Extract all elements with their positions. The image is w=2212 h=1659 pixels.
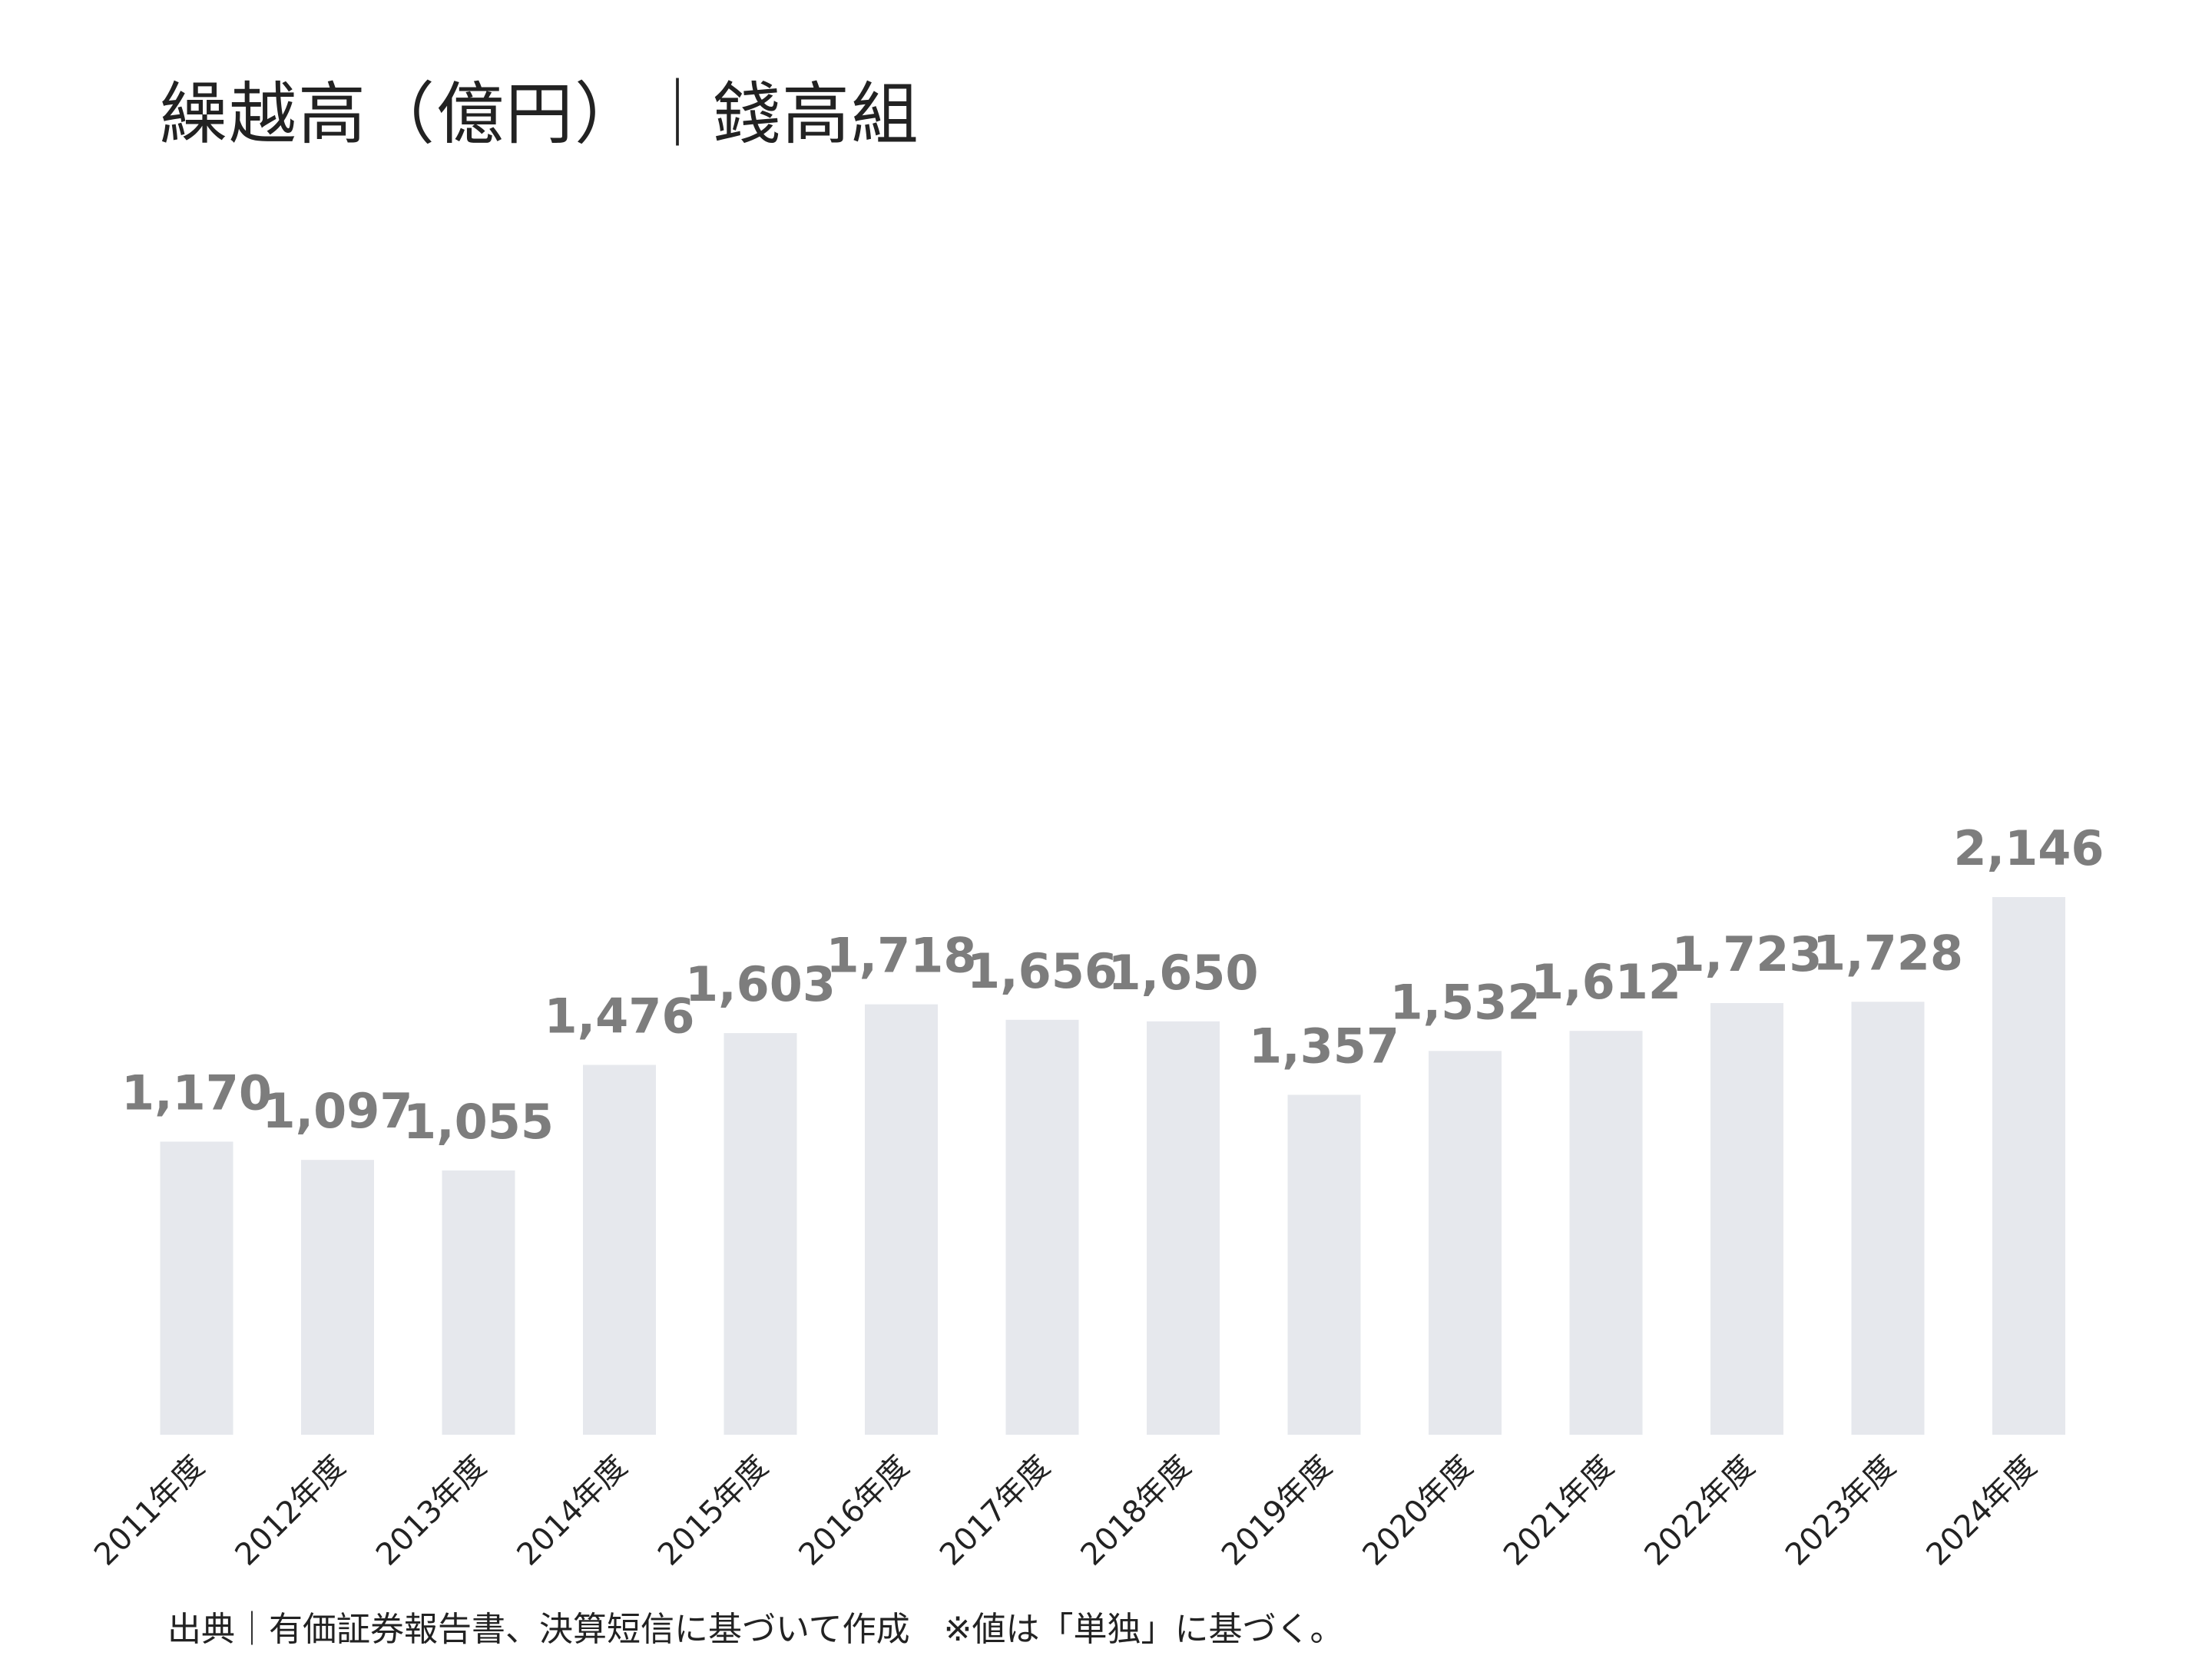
value-label: 1,656 <box>967 943 1118 999</box>
bar-2018年度 <box>1147 1021 1220 1435</box>
bar-2017年度 <box>1005 1019 1079 1435</box>
x-tick-label: 2021年度 <box>1497 1449 1621 1573</box>
x-tick-label: 2012年度 <box>228 1449 352 1573</box>
value-label: 1,728 <box>1813 925 1963 981</box>
x-tick-label: 2013年度 <box>369 1449 493 1573</box>
value-label: 1,170 <box>121 1065 272 1121</box>
bar-2013年度 <box>442 1170 515 1435</box>
value-label: 1,612 <box>1531 954 1681 1010</box>
bar-2012年度 <box>301 1160 374 1435</box>
x-tick-label: 2018年度 <box>1074 1449 1197 1573</box>
value-label: 1,723 <box>1671 926 1822 982</box>
value-label: 1,055 <box>403 1094 554 1150</box>
source-note: 出典｜有価証券報告書、決算短信に基づいて作成 ※値は「単独」に基づく。 <box>167 1610 1344 1649</box>
tick-labels-group: 2011年度 2012年度 2013年度 2014年度 2015年度 2016年度 2017… <box>88 1449 2044 1573</box>
bars-group <box>160 897 2065 1435</box>
x-tick-label: 2024年度 <box>1919 1449 2043 1573</box>
bar-2016年度 <box>865 1004 938 1435</box>
bar-2023年度 <box>1851 1002 1925 1435</box>
value-label: 2,146 <box>1953 820 2104 876</box>
x-tick-label: 2014年度 <box>510 1449 634 1573</box>
x-tick-label: 2022年度 <box>1637 1449 1761 1573</box>
x-tick-label: 2015年度 <box>651 1449 775 1573</box>
bar-2011年度 <box>160 1141 233 1435</box>
bar-2014年度 <box>583 1065 656 1435</box>
x-tick-label: 2017年度 <box>933 1449 1057 1573</box>
x-tick-label: 2023年度 <box>1779 1449 1902 1573</box>
bar-2022年度 <box>1710 1003 1783 1435</box>
value-label: 1,718 <box>826 928 976 984</box>
bar-2019年度 <box>1287 1094 1361 1435</box>
x-tick-label: 2020年度 <box>1356 1449 1479 1573</box>
x-tick-label: 2016年度 <box>792 1449 916 1573</box>
x-tick-label: 2019年度 <box>1215 1449 1339 1573</box>
bar-2015年度 <box>724 1033 797 1435</box>
value-label: 1,532 <box>1389 974 1540 1030</box>
bar-2020年度 <box>1429 1051 1502 1435</box>
bar-2024年度 <box>1992 897 2065 1435</box>
value-label: 1,603 <box>685 956 836 1012</box>
chart-title: 繰越高（億円）｜錢高組 <box>160 75 921 154</box>
x-tick-label: 2011年度 <box>88 1449 211 1573</box>
value-label: 1,357 <box>1249 1018 1399 1074</box>
value-label: 1,097 <box>262 1083 412 1139</box>
value-label: 1,476 <box>544 988 694 1045</box>
bar-2021年度 <box>1569 1031 1643 1435</box>
value-label: 1,650 <box>1108 945 1258 1001</box>
